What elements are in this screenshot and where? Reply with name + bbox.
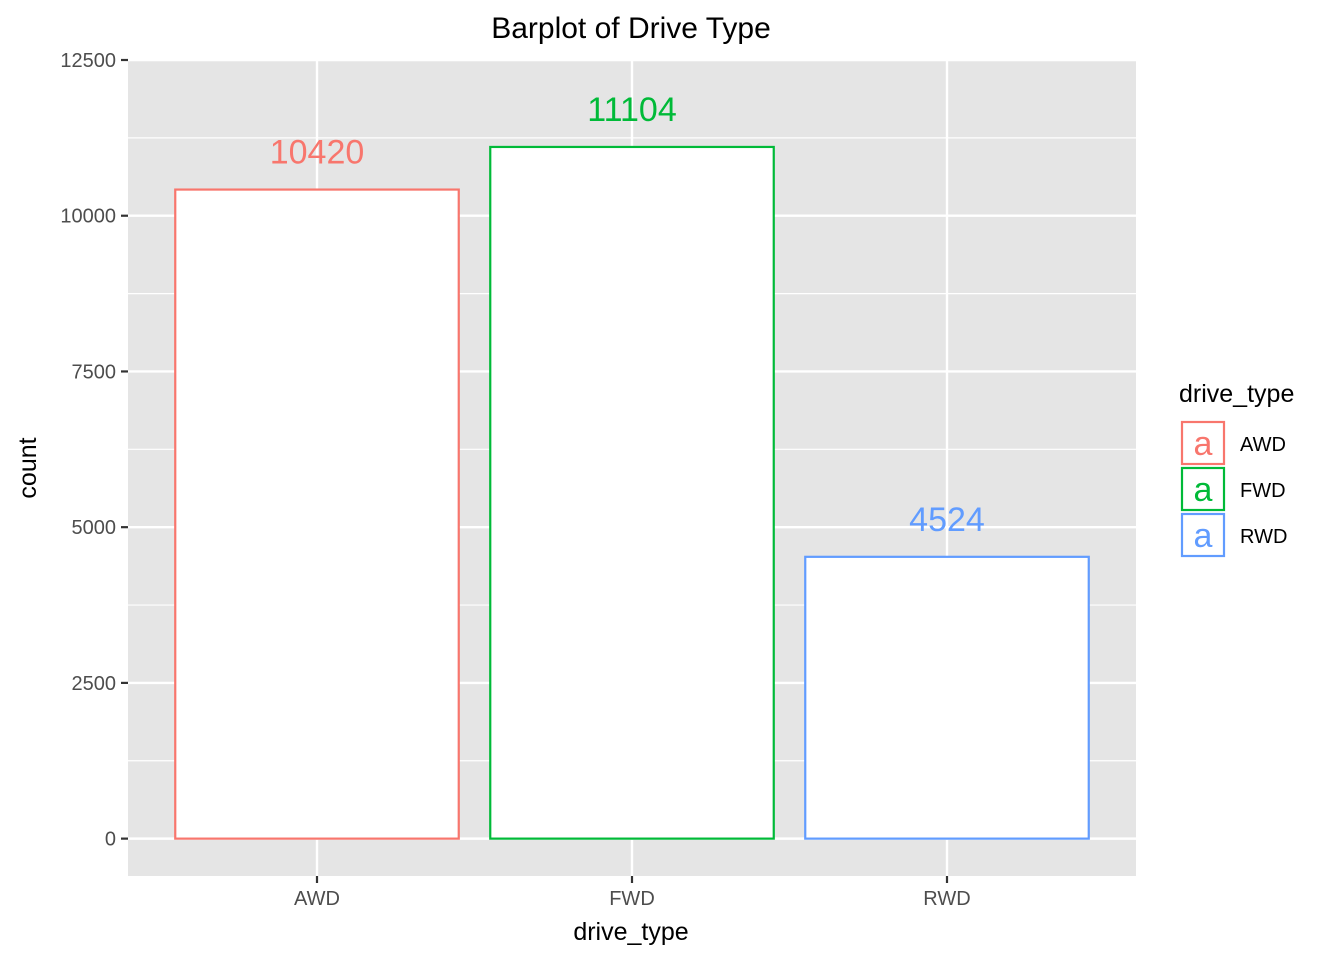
legend-key-glyph: a bbox=[1194, 425, 1213, 463]
x-tick-label: AWD bbox=[294, 888, 340, 910]
data-label-awd: 10420 bbox=[270, 134, 365, 172]
legend-key bbox=[1180, 466, 1226, 512]
legend-key bbox=[1180, 512, 1226, 558]
legend-label: RWD bbox=[1240, 526, 1287, 548]
x-tick-label: RWD bbox=[923, 888, 970, 910]
legend-key-glyph: a bbox=[1194, 517, 1213, 555]
bars bbox=[174, 145, 1090, 840]
legend-items: a AWD a FWD a RWD bbox=[1180, 420, 1287, 558]
x-axis: AWD FWD RWD bbox=[294, 876, 971, 910]
y-tick-label: 10000 bbox=[60, 206, 116, 228]
data-label-rwd: 4524 bbox=[909, 501, 985, 539]
legend-label: AWD bbox=[1240, 434, 1286, 456]
legend-item-awd: a AWD bbox=[1180, 420, 1286, 466]
chart-title: Barplot of Drive Type bbox=[491, 12, 771, 45]
y-tick-label: 5000 bbox=[72, 517, 117, 539]
legend-item-fwd: a FWD bbox=[1180, 466, 1286, 512]
bar-rwd bbox=[804, 555, 1090, 840]
x-tick-label: FWD bbox=[609, 888, 655, 910]
y-axis-title: count bbox=[14, 437, 42, 498]
legend-title: drive_type bbox=[1179, 380, 1294, 408]
y-tick-label: 12500 bbox=[60, 50, 116, 72]
legend: drive_type a AWD a FWD a RWD bbox=[1179, 380, 1294, 558]
data-labels: 10420 11104 4524 bbox=[270, 91, 985, 539]
x-axis-title: drive_type bbox=[573, 918, 688, 946]
legend-key-glyph: a bbox=[1194, 471, 1213, 509]
bar-fwd bbox=[489, 145, 775, 840]
y-tick-label: 0 bbox=[105, 829, 116, 851]
legend-key bbox=[1180, 420, 1226, 466]
bar-awd bbox=[174, 188, 460, 840]
y-axis: 0 2500 5000 7500 10000 12500 bbox=[60, 50, 128, 851]
y-tick-label: 2500 bbox=[72, 673, 117, 695]
legend-label: FWD bbox=[1240, 480, 1286, 502]
legend-item-rwd: a RWD bbox=[1180, 512, 1287, 558]
y-tick-label: 7500 bbox=[72, 361, 117, 383]
data-label-fwd: 11104 bbox=[587, 91, 677, 129]
